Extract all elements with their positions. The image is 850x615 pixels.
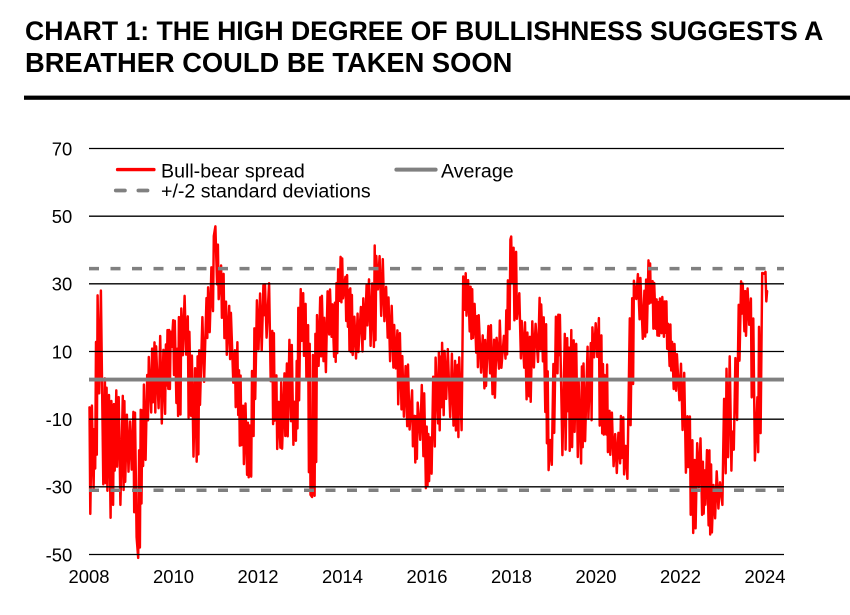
- svg-text:2018: 2018: [491, 566, 532, 587]
- svg-text:-50: -50: [46, 544, 73, 565]
- svg-text:2024: 2024: [745, 566, 786, 587]
- svg-text:2008: 2008: [69, 566, 110, 587]
- svg-text:10: 10: [52, 341, 72, 362]
- svg-text:CHART 1: THE HIGH DEGREE OF BU: CHART 1: THE HIGH DEGREE OF BULLISHNESS …: [25, 16, 823, 46]
- svg-text:2012: 2012: [238, 566, 279, 587]
- svg-text:50: 50: [52, 206, 72, 227]
- svg-text:2022: 2022: [660, 566, 701, 587]
- svg-text:Average: Average: [441, 161, 514, 183]
- svg-text:-10: -10: [46, 409, 73, 430]
- svg-text:2020: 2020: [576, 566, 617, 587]
- svg-text:2016: 2016: [407, 566, 448, 587]
- svg-text:-30: -30: [46, 477, 73, 498]
- svg-text:70: 70: [52, 138, 72, 159]
- svg-text:Bull-bear spread: Bull-bear spread: [161, 161, 305, 183]
- svg-text:30: 30: [52, 274, 72, 295]
- svg-text:2010: 2010: [153, 566, 194, 587]
- svg-text:BREATHER COULD BE TAKEN SOON: BREATHER COULD BE TAKEN SOON: [25, 47, 512, 78]
- svg-text:+/-2 standard deviations: +/-2 standard deviations: [161, 181, 371, 203]
- svg-text:2014: 2014: [322, 566, 363, 587]
